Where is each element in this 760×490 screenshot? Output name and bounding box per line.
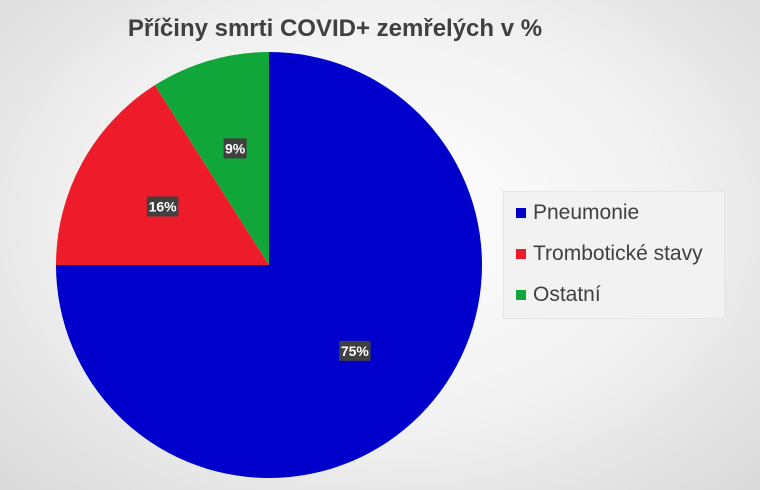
legend-swatch-tromboticke-stavy	[516, 249, 526, 259]
chart-title: Příčiny smrti COVID+ zemřelých v %	[127, 15, 543, 42]
data-label-text-ostatni: 9%	[225, 140, 246, 156]
data-label-text-tromboticke-stavy: 16%	[149, 199, 178, 215]
legend-item-pneumonie: Pneumonie	[516, 201, 639, 225]
data-label-box-ostatni	[223, 138, 247, 159]
legend-item-ostatni: Ostatní	[516, 283, 601, 307]
chart-legend: Pneumonie Trombotické stavy Ostatní	[503, 191, 725, 319]
data-label-text-pneumonie: 75%	[341, 343, 370, 359]
data-label-pneumonie: 75%	[339, 340, 371, 361]
data-label-tromboticke-stavy: 16%	[146, 196, 179, 217]
pie-slice-tromboticke-stavy	[56, 85, 269, 266]
pie-slice-ostatni	[154, 52, 269, 265]
data-label-box-pneumonie	[339, 340, 371, 361]
data-label-box-tromboticke-stavy	[146, 196, 179, 217]
legend-swatch-ostatni	[516, 290, 526, 300]
data-label-ostatni: 9%	[223, 138, 247, 159]
legend-swatch-pneumonie	[516, 208, 526, 218]
legend-label-tromboticke-stavy: Trombotické stavy	[533, 242, 703, 265]
legend-label-pneumonie: Pneumonie	[533, 201, 640, 224]
legend-item-tromboticke-stavy: Trombotické stavy	[516, 242, 703, 266]
legend-label-ostatni: Ostatní	[533, 283, 601, 306]
